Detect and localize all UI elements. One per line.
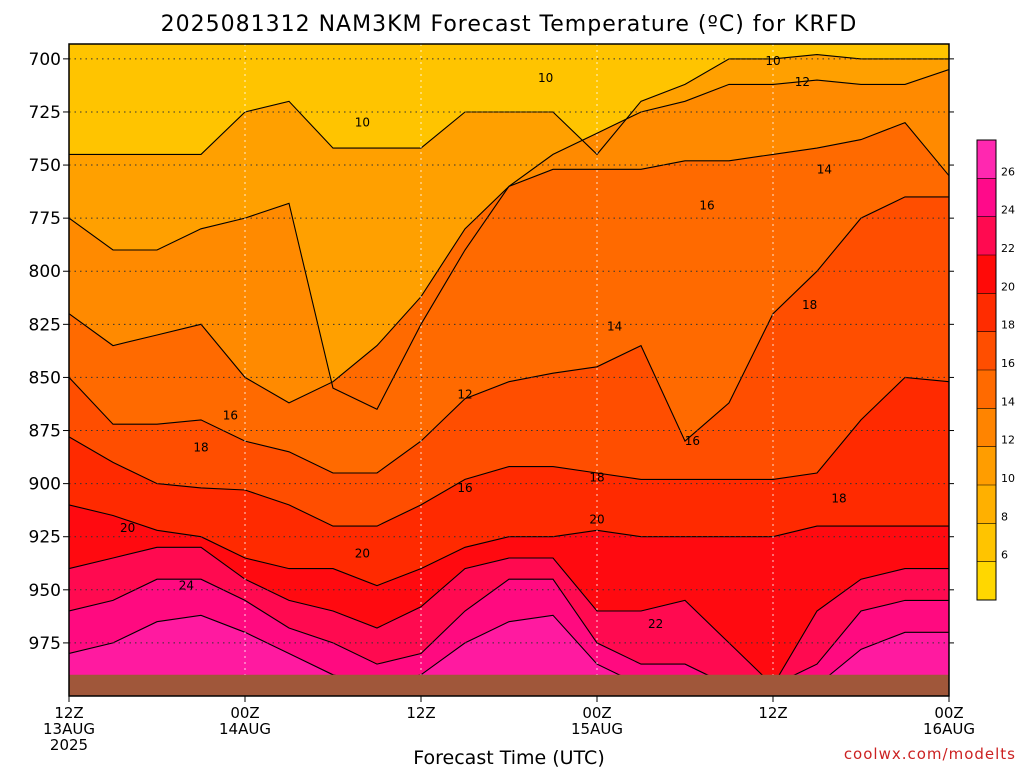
contour-label: 24 xyxy=(179,579,194,593)
colorbar-swatch xyxy=(977,370,996,409)
colorbar-tick-label: 24 xyxy=(1001,204,1015,217)
colorbar-swatch xyxy=(977,561,996,600)
x-tick-line: 14AUG xyxy=(219,720,271,738)
x-tick-label: 12Z xyxy=(758,704,787,722)
x-axis-label: Forecast Time (UTC) xyxy=(413,747,604,768)
x-tick-line: 16AUG xyxy=(923,720,975,738)
y-tick-label: 800 xyxy=(29,262,61,282)
contour-label: 16 xyxy=(685,434,700,448)
x-tick-label: 00Z 15AUG xyxy=(571,704,623,738)
contour-line-14 xyxy=(69,121,949,404)
x-tick-line: 12Z xyxy=(758,704,787,722)
chart-title: 2025081312 NAM3KM Forecast Temperature (… xyxy=(161,12,858,37)
x-tick-line: 12Z xyxy=(406,704,435,722)
colorbar-swatch xyxy=(977,178,996,217)
contour-label: 20 xyxy=(589,513,604,527)
colorbar-tick-label: 6 xyxy=(1001,549,1008,562)
contour-label: 16 xyxy=(223,409,238,423)
x-tick-line: 00Z xyxy=(230,704,259,722)
colorbar-swatch xyxy=(977,485,996,524)
contour-label: 12 xyxy=(795,75,810,89)
contour-label: 14 xyxy=(607,319,622,333)
colorbar-tick-label: 16 xyxy=(1001,357,1015,370)
temperature-fills xyxy=(69,44,949,696)
ground-surface xyxy=(69,674,949,696)
colorbar-tick-label: 18 xyxy=(1001,319,1015,332)
contour-label: 18 xyxy=(802,298,817,312)
colorbar-swatch xyxy=(977,216,996,255)
contour-label: 20 xyxy=(120,521,135,535)
credit-text: coolwx.com/modelts xyxy=(844,745,1016,763)
y-tick-label: 900 xyxy=(29,475,61,495)
contour-label: 16 xyxy=(699,198,714,212)
colorbar-swatch xyxy=(977,331,996,370)
x-tick-label: 12Z xyxy=(406,704,435,722)
plot-frame xyxy=(68,43,950,697)
x-tick-label: 12Z 13AUG 2025 xyxy=(43,704,95,754)
contour-labels: 10 10 10 12 14 16 14 18 12 16 18 16 16 18 18 20 20 20 24 22 xyxy=(120,54,847,631)
colorbar-tick-label: 26 xyxy=(1001,165,1015,178)
contour-line-22 xyxy=(69,546,949,687)
x-tick-line: 13AUG xyxy=(43,720,95,738)
plot-area: 10 10 10 12 14 16 14 18 12 16 18 16 16 18 18 20 20 20 24 22 xyxy=(69,44,949,696)
contour-label: 18 xyxy=(193,441,208,455)
y-tick-label: 975 xyxy=(29,634,61,654)
colorbar-swatch xyxy=(977,523,996,562)
contour-label: 10 xyxy=(538,71,553,85)
y-tick-label: 825 xyxy=(29,315,61,335)
colorbar-tick-label: 12 xyxy=(1001,434,1015,447)
contour-label: 18 xyxy=(831,491,846,505)
colorbar-swatch xyxy=(977,293,996,332)
colorbar: 6 8 10 12 14 16 18 20 22 24 26 xyxy=(976,139,1015,601)
contour-label: 22 xyxy=(648,617,663,631)
x-tick-label: 00Z 14AUG xyxy=(219,704,271,738)
contour-line-18 xyxy=(69,376,949,527)
x-tick-line: 00Z xyxy=(582,704,611,722)
y-tick-label: 925 xyxy=(29,528,61,548)
colorbar-tick-label: 14 xyxy=(1001,395,1015,408)
y-tick-label: 775 xyxy=(29,209,61,229)
contour-label: 16 xyxy=(457,481,472,495)
x-tick-line: 15AUG xyxy=(571,720,623,738)
colorbar-swatch xyxy=(977,255,996,294)
contour-label: 20 xyxy=(355,547,370,561)
x-tick-label: 00Z 16AUG xyxy=(923,704,975,738)
contour-line-16 xyxy=(69,196,949,474)
contour-label: 18 xyxy=(589,470,604,484)
contour-label: 14 xyxy=(817,162,832,176)
colorbar-swatch xyxy=(977,408,996,447)
contour-label: 12 xyxy=(457,387,472,401)
y-tick-label: 750 xyxy=(29,156,61,176)
y-tick-label: 725 xyxy=(29,103,61,123)
colorbar-tick-label: 10 xyxy=(1001,472,1015,485)
colorbar-swatch xyxy=(977,140,996,179)
colorbar-tick-label: 8 xyxy=(1001,510,1008,523)
contour-label: 10 xyxy=(355,116,370,130)
x-tick-line: 00Z xyxy=(934,704,963,722)
y-tick-label: 850 xyxy=(29,368,61,388)
grid-lines xyxy=(69,44,949,696)
contour-label: 10 xyxy=(765,54,780,68)
y-tick-label: 875 xyxy=(29,422,61,442)
y-axis-ticks: 700 725 750 775 800 825 850 875 900 925 950 975 xyxy=(29,50,954,654)
colorbar-swatch xyxy=(977,446,996,485)
colorbar-tick-label: 22 xyxy=(1001,242,1015,255)
colorbar-tick-label: 20 xyxy=(1001,280,1015,293)
x-tick-line: 12Z xyxy=(54,704,83,722)
x-tick-line: 2025 xyxy=(50,736,88,754)
contour-line-24 xyxy=(69,578,949,686)
y-tick-label: 950 xyxy=(29,581,61,601)
y-tick-label: 700 xyxy=(29,50,61,70)
